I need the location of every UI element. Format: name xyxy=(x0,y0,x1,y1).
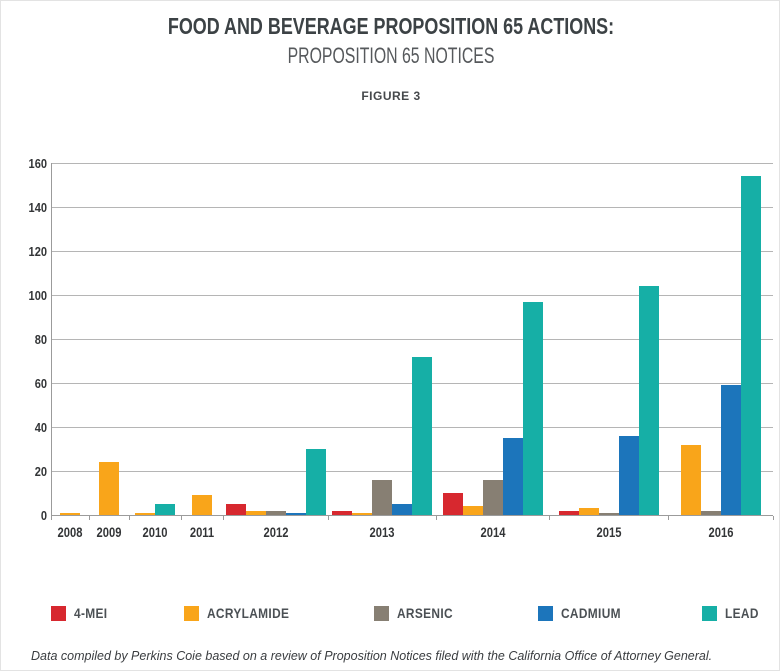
bar-2013-4-mei xyxy=(332,510,352,515)
bar-2015-arsenic xyxy=(598,512,619,515)
x-tick-end xyxy=(773,516,774,520)
x-tick-2011 xyxy=(181,516,182,520)
bar-2010-acrylamide xyxy=(135,512,155,515)
bar-2012-lead xyxy=(305,449,326,515)
bar-2012-4-mei xyxy=(225,504,246,515)
legend-label-cadmium: CADMIUM xyxy=(561,605,621,621)
legend-swatch-arsenic xyxy=(374,606,389,621)
gridline-100 xyxy=(51,295,773,296)
bar-2016-lead xyxy=(740,176,761,515)
source-footnote: Data compiled by Perkins Coie based on a… xyxy=(31,649,713,663)
bar-2013-acrylamide xyxy=(352,512,372,515)
x-axis-label-2014: 2014 xyxy=(480,524,505,540)
bar-2016-acrylamide xyxy=(680,444,701,515)
bar-2015-acrylamide xyxy=(578,508,599,515)
bar-2013-cadmium xyxy=(392,504,412,515)
x-axis-label-2009: 2009 xyxy=(96,524,122,540)
bar-2015-lead xyxy=(638,286,659,515)
legend-label-lead: LEAD xyxy=(725,605,759,621)
gridline-120 xyxy=(51,251,773,252)
x-axis-label-2010: 2010 xyxy=(142,524,168,540)
bar-2009-acrylamide xyxy=(99,462,119,515)
bar-2016-arsenic xyxy=(700,510,721,515)
bar-2014-lead xyxy=(522,301,543,515)
x-axis-label-2013: 2013 xyxy=(369,524,395,540)
bar-2012-arsenic xyxy=(265,510,286,515)
y-axis-label-0: 0 xyxy=(40,508,47,523)
y-axis-label-20: 20 xyxy=(34,464,47,479)
x-axis-label-2012: 2012 xyxy=(263,524,288,540)
x-tick-2012 xyxy=(223,516,224,520)
bar-2015-cadmium xyxy=(618,435,639,515)
bar-2012-acrylamide xyxy=(245,510,266,515)
gridline-80 xyxy=(51,339,773,340)
y-axis-line xyxy=(51,163,52,515)
x-axis-label-2008: 2008 xyxy=(57,524,83,540)
chart-title: FOOD AND BEVERAGE PROPOSITION 65 ACTIONS… xyxy=(167,13,615,39)
bar-2014-cadmium xyxy=(502,438,523,515)
bar-2014-arsenic xyxy=(482,479,503,515)
x-tick-2009 xyxy=(89,516,90,520)
y-axis-label-160: 160 xyxy=(28,156,47,171)
bar-2008-acrylamide xyxy=(60,512,80,515)
x-axis-line xyxy=(51,515,773,516)
bar-2016-cadmium xyxy=(720,385,741,515)
y-axis-label-80: 80 xyxy=(34,332,47,347)
x-tick-2015 xyxy=(549,516,550,520)
gridline-160 xyxy=(51,163,773,164)
bar-2015-4-mei xyxy=(558,510,579,515)
y-axis-label-100: 100 xyxy=(28,288,47,303)
x-tick-2014 xyxy=(436,516,437,520)
x-axis-label-2016: 2016 xyxy=(708,524,733,540)
x-tick-2013 xyxy=(328,516,329,520)
chart-subtitle: PROPOSITION 65 NOTICES xyxy=(287,43,495,68)
y-axis-label-140: 140 xyxy=(28,200,47,215)
bar-chart: 0 20 40 60 80 100 120 140 160 2008 2009 2010 2011 201… xyxy=(1,1,779,561)
x-axis-label-2015: 2015 xyxy=(596,524,621,540)
legend-label-acrylamide: ACRYLAMIDE xyxy=(207,605,290,621)
legend-swatch-lead xyxy=(702,606,717,621)
y-axis-label-60: 60 xyxy=(34,376,47,391)
legend-swatch-4-mei xyxy=(51,606,66,621)
gridline-140 xyxy=(51,207,773,208)
figure-number-label: FIGURE 3 xyxy=(361,89,421,103)
legend-swatch-cadmium xyxy=(538,606,553,621)
bar-2012-cadmium xyxy=(285,512,306,515)
y-axis-label-120: 120 xyxy=(28,244,47,259)
x-axis-label-2011: 2011 xyxy=(189,524,215,540)
legend-label-4-mei: 4-MEI xyxy=(74,605,108,621)
bar-2014-acrylamide xyxy=(462,506,483,515)
legend-swatch-acrylamide xyxy=(184,606,199,621)
bar-2010-lead xyxy=(155,504,175,515)
y-axis-label-40: 40 xyxy=(34,420,47,435)
x-tick-2010 xyxy=(129,516,130,520)
x-tick-2016 xyxy=(668,516,669,520)
bar-2013-arsenic xyxy=(372,479,392,515)
bar-2011-acrylamide xyxy=(192,495,212,515)
legend-label-arsenic: ARSENIC xyxy=(397,605,453,621)
x-tick-2008 xyxy=(51,516,52,520)
bar-2014-4-mei xyxy=(442,493,463,515)
bar-2013-lead xyxy=(412,356,432,515)
